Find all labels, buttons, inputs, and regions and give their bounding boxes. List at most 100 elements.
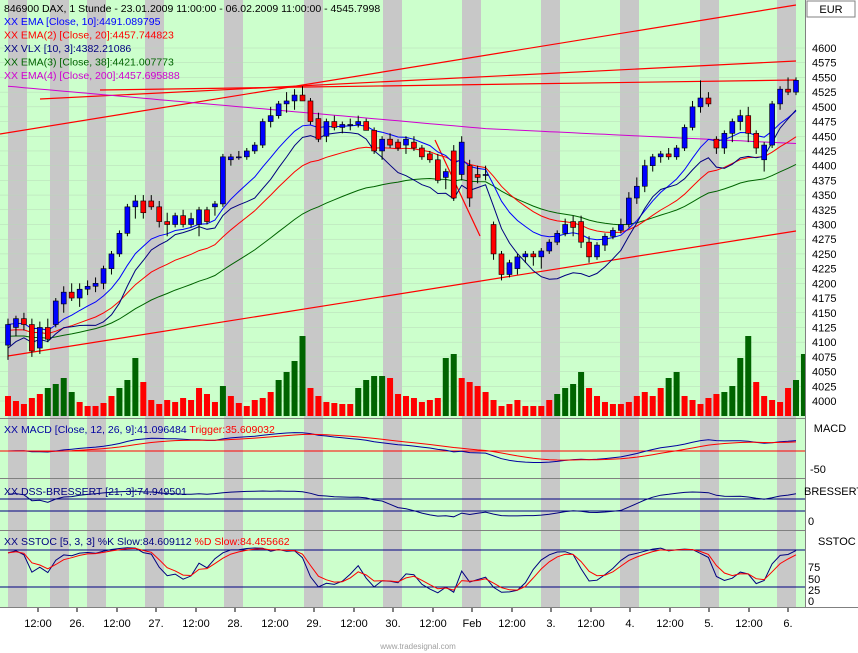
volume-bar	[235, 403, 242, 416]
candle-body	[29, 324, 35, 352]
candle-body	[689, 106, 696, 128]
volume-bar	[84, 406, 91, 416]
candle-body	[466, 165, 473, 199]
candle-body	[713, 138, 720, 149]
session-stripe	[620, 0, 639, 607]
chart-title: 846900 DAX, 1 Stunde - 23.01.2009 11:00:…	[4, 3, 380, 15]
volume-bar	[275, 380, 282, 416]
macd-panel	[0, 432, 805, 463]
macd-axis-label: MACD	[814, 423, 846, 435]
candle-body	[458, 141, 465, 175]
time-tick-label: 12:00	[656, 618, 684, 630]
candle-body	[793, 80, 799, 93]
time-tick-label: 12:00	[498, 618, 526, 630]
candle-body	[355, 121, 362, 125]
time-axis-labels: 12:00 26. 12:00 27. 12:00 28. 12:00 29. 12:00 30.…	[24, 608, 793, 630]
sstoc-k-line	[7, 547, 797, 594]
candle-body	[618, 224, 624, 231]
candle-body	[60, 291, 67, 305]
candle-body	[745, 115, 752, 134]
candle-body	[315, 118, 322, 140]
volume-bar	[307, 388, 314, 416]
candle-body	[649, 156, 656, 166]
volume-bar	[466, 382, 473, 416]
volume-bar	[68, 392, 75, 416]
candle-body	[697, 97, 704, 108]
candle-body	[84, 285, 91, 290]
volume-bar	[323, 402, 330, 416]
volume-bar	[562, 388, 569, 416]
volume-bar	[458, 378, 465, 416]
volume-bar	[291, 361, 298, 416]
price-tick-label: 4400	[812, 161, 836, 173]
volume-bar	[331, 403, 338, 416]
right-axis-background	[806, 0, 858, 607]
session-stripe	[700, 0, 719, 607]
volume-bar	[705, 398, 712, 416]
candle-body	[68, 291, 75, 299]
legend-ema10: XX EMA [Close, 10]:4491.089795	[4, 16, 161, 28]
sstoc-d-line	[7, 547, 797, 591]
volume-bar	[450, 354, 457, 416]
candle-body	[474, 174, 481, 178]
trend-lines	[0, 4, 797, 357]
volume-bar	[482, 392, 489, 416]
candle-body	[395, 141, 401, 149]
candle-body	[267, 115, 274, 122]
trend-line-lower	[7, 230, 797, 357]
dss-axis-label: BRESSERT	[804, 486, 858, 498]
candle-body	[411, 141, 417, 149]
ema20-line	[7, 136, 797, 335]
volume-bar	[625, 402, 632, 416]
sstoc-axis-tick-50: 50	[808, 574, 820, 586]
volume-bar	[697, 404, 704, 416]
candle-body	[52, 300, 59, 325]
volume-bar	[371, 376, 378, 416]
volume-bar	[506, 404, 513, 416]
candle-body	[148, 200, 155, 208]
volume-bar	[283, 372, 290, 416]
candle-body	[665, 153, 672, 158]
candle-body	[490, 224, 497, 255]
session-stripe	[87, 0, 106, 607]
candle-body	[307, 100, 314, 122]
volume-bar	[395, 394, 402, 416]
volume-bar	[641, 392, 648, 416]
candle-body	[610, 230, 616, 237]
volume-bar	[617, 404, 624, 416]
volume-bar	[92, 406, 99, 416]
volume-bar	[586, 388, 593, 416]
currency-label: EUR	[819, 4, 842, 16]
price-tick-label: 4175	[812, 293, 836, 305]
candle-body	[753, 133, 760, 149]
candle-body	[657, 153, 664, 158]
volume-bar	[188, 400, 195, 416]
volume-bar	[410, 398, 417, 416]
legend-ema38: XX EMA(3) [Close, 38]:4421.007773	[4, 57, 174, 69]
volume-bar	[172, 402, 179, 416]
volume-bar	[387, 378, 394, 416]
volume-bar	[761, 396, 768, 416]
volume-bar	[490, 400, 497, 416]
candle-body	[729, 121, 736, 134]
candle-body	[777, 88, 783, 105]
volume-bar	[108, 396, 115, 416]
volume-bar	[665, 378, 672, 416]
volume-bar	[649, 396, 656, 416]
price-tick-label: 4350	[812, 190, 836, 202]
price-tick-label: 4100	[812, 337, 836, 349]
time-tick-label: 29.	[306, 618, 321, 630]
candle-body	[140, 200, 147, 214]
candle-body	[785, 88, 791, 93]
candle-body	[196, 209, 202, 225]
volume-bar	[116, 388, 123, 416]
price-axis-ticks: 4000 4025 4050 4075 4100 4125 4150 4175 4200 4225…	[812, 43, 836, 408]
candle-body	[363, 121, 369, 131]
time-tick-label: 6.	[783, 618, 792, 630]
volume-bar	[800, 354, 805, 416]
volume-bar	[251, 400, 258, 416]
volume-bar	[753, 382, 760, 416]
volume-bar	[721, 392, 728, 416]
panel-separators	[0, 0, 858, 608]
price-tick-label: 4075	[812, 352, 836, 364]
